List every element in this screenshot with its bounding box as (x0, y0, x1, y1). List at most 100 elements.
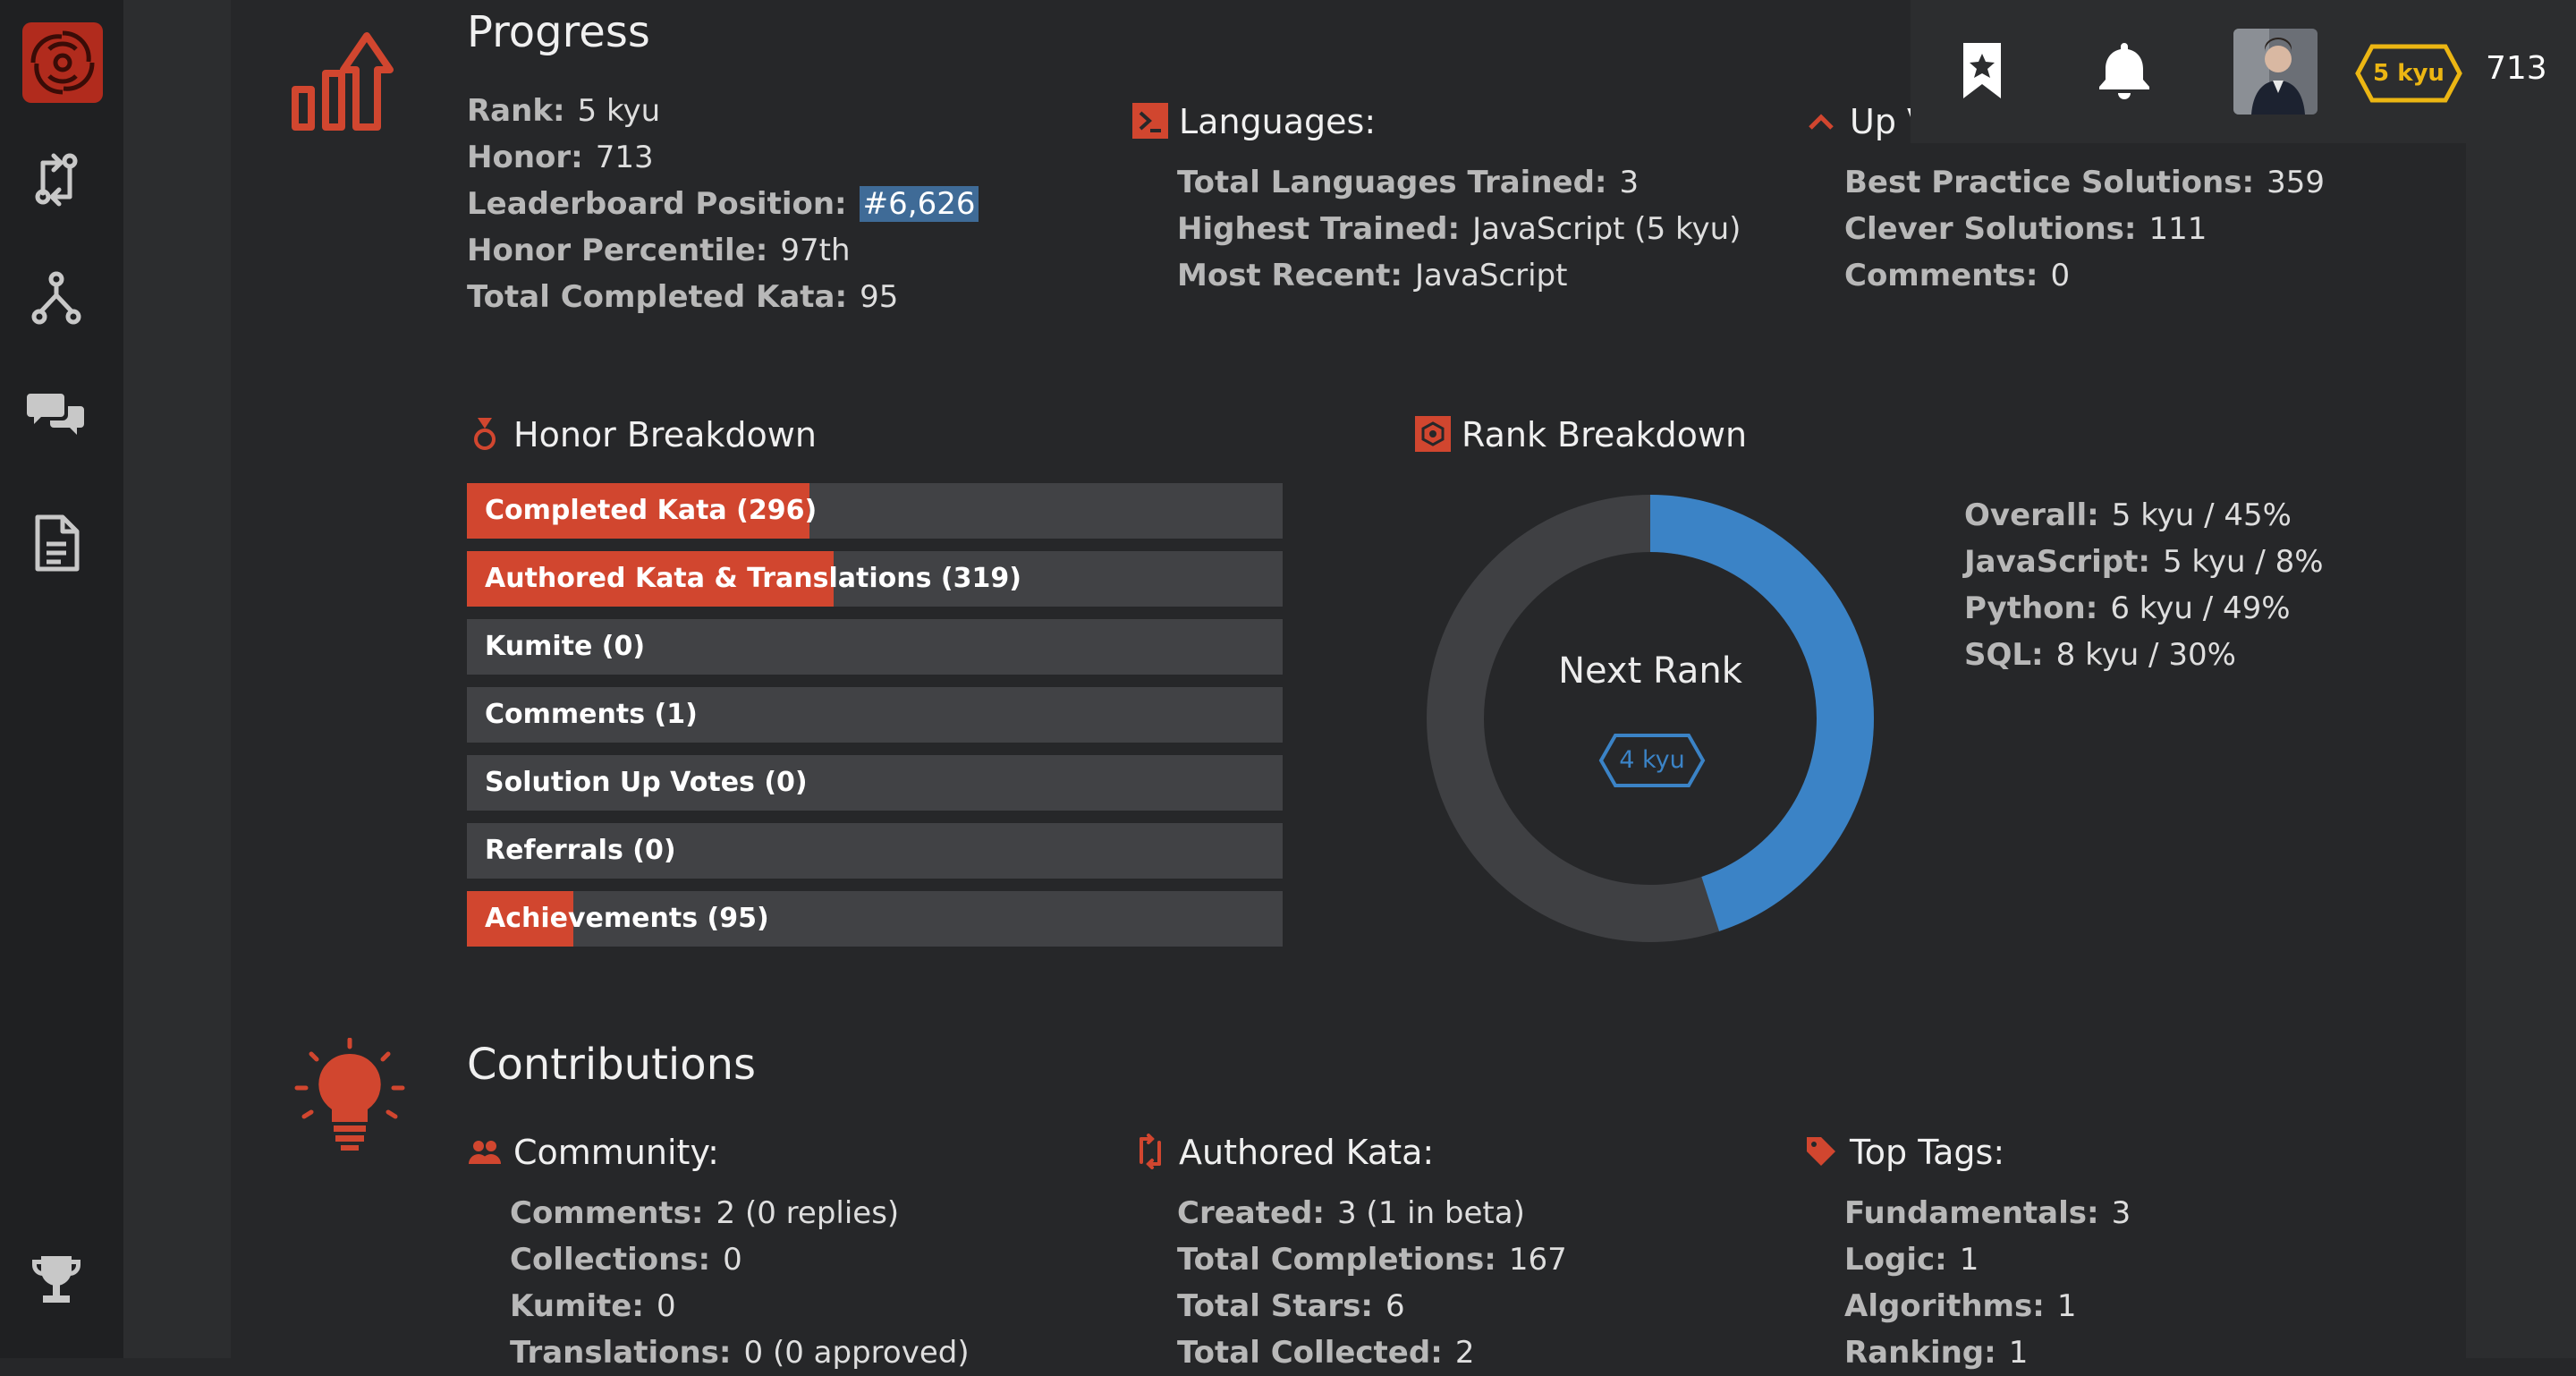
stat-row: Kumite: 0 (510, 1283, 970, 1329)
terminal-icon (1132, 103, 1168, 139)
tags-title: Top Tags: (1850, 1133, 2005, 1172)
stat-completed: Total Completed Kata: 95 (467, 274, 979, 320)
honor-bar-fill (467, 551, 835, 607)
stat-value: 2 (1454, 1335, 1475, 1371)
fork-icon[interactable] (27, 268, 86, 327)
stat-row: Algorithms: 1 (1844, 1283, 2131, 1329)
rank-badge[interactable]: 5 kyu (2354, 43, 2463, 104)
community-title: Community: (513, 1133, 719, 1172)
honor-bar-label: Comments (1) (485, 699, 698, 730)
stat-value: 1 (2056, 1288, 2077, 1324)
honor-bar-label: Completed Kata (296) (485, 495, 818, 526)
stat-row: Most Recent: JavaScript (1177, 252, 1741, 299)
contributions-title: Contributions (467, 1040, 757, 1090)
honor-breakdown-heading: Honor Breakdown (467, 415, 817, 454)
honor-breakdown-title: Honor Breakdown (513, 415, 817, 454)
honor-bar: Achievements (95) (467, 891, 1283, 947)
stat-value: 713 (595, 140, 654, 175)
honor-count: 713 (2486, 50, 2547, 87)
stat-label: Rank: (467, 93, 565, 129)
honor-bar: Authored Kata & Translations (319) (467, 551, 1283, 607)
left-sidebar (0, 0, 123, 1358)
honor-breakdown-bars: Completed Kata (296) Authored Kata & Tran… (467, 483, 1283, 959)
honor-bar-fill (467, 483, 810, 539)
next-rank-label: Next Rank (1558, 650, 1742, 692)
stat-value: JavaScript (1415, 258, 1568, 293)
honor-bar-label: Achievements (95) (485, 903, 769, 934)
honor-bar-fill (467, 891, 573, 947)
stat-label: Logic: (1844, 1242, 1947, 1278)
stat-label: Honor: (467, 140, 583, 175)
medal-icon (467, 416, 503, 452)
honor-bar: Solution Up Votes (0) (467, 755, 1283, 811)
stat-row: Comments: 0 (1844, 252, 2325, 299)
tags-stats: Fundamentals: 3 Logic: 1 Algorithms: 1 Rank… (1844, 1190, 2131, 1376)
stat-value: 0 (656, 1288, 676, 1324)
stat-label: Total Completed Kata: (467, 279, 848, 315)
rank-progress-donut (1424, 492, 1877, 945)
stat-label: Python: (1964, 590, 2098, 626)
stat-label: Total Stars: (1177, 1288, 1374, 1324)
community-stats: Comments: 2 (0 replies) Collections: 0 Kum… (510, 1190, 970, 1376)
stat-label: Collections: (510, 1242, 711, 1278)
leaderboard-position-selected[interactable]: #6,626 (859, 186, 979, 222)
stat-row: Comments: 2 (0 replies) (510, 1190, 970, 1236)
stat-value: 6 kyu / 49% (2110, 590, 2291, 626)
stat-label: Best Practice Solutions: (1844, 165, 2255, 200)
stat-value: 3 (1619, 165, 1640, 200)
stat-label: Overall: (1964, 497, 2099, 533)
stat-row: Translations: 0 (0 approved) (510, 1329, 970, 1376)
authored-heading: Authored Kata: (1132, 1133, 1434, 1172)
honor-bar-label: Referrals (0) (485, 835, 676, 866)
trophy-icon[interactable] (27, 1251, 86, 1310)
stat-value: 1 (2008, 1335, 2029, 1371)
stat-rank: Rank: 5 kyu (467, 88, 979, 134)
stat-label: Algorithms: (1844, 1288, 2045, 1324)
honor-bar: Kumite (0) (467, 619, 1283, 675)
codewars-logo[interactable] (22, 22, 103, 103)
honor-bar-label: Authored Kata & Translations (319) (485, 563, 1021, 594)
honor-bar-label: Kumite (0) (485, 631, 646, 662)
rank-badge-label: 5 kyu (2373, 60, 2445, 87)
stat-row: Best Practice Solutions: 359 (1844, 159, 2325, 206)
stat-row: JavaScript: 5 kyu / 8% (1964, 539, 2324, 585)
stat-leaderboard: Leaderboard Position: #6,626 (467, 181, 979, 227)
stat-row: Total Stars: 6 (1177, 1283, 1567, 1329)
honor-bar: Comments (1) (467, 687, 1283, 743)
bookmark-icon[interactable] (1951, 39, 2013, 102)
lightbulb-icon (293, 1037, 406, 1154)
stat-value: 2 (0 replies) (716, 1195, 900, 1231)
chevron-up-icon (1803, 103, 1839, 139)
stat-row: Logic: 1 (1844, 1236, 2131, 1283)
honor-bar: Completed Kata (296) (467, 483, 1283, 539)
stat-label: SQL: (1964, 637, 2044, 673)
stat-label: Clever Solutions: (1844, 211, 2137, 247)
stat-value: 3 (2111, 1195, 2131, 1231)
discuss-icon[interactable] (27, 386, 86, 446)
upvotes-stats: Best Practice Solutions: 359 Clever Solut… (1844, 159, 2325, 299)
stat-value: 111 (2148, 211, 2207, 247)
stat-value: 1 (1959, 1242, 1979, 1278)
docs-icon[interactable] (27, 514, 86, 573)
upvotes-heading: Up V (1803, 102, 1911, 141)
donut-progress-arc (1427, 495, 1874, 942)
stat-label: Total Completions: (1177, 1242, 1496, 1278)
stat-label: Highest Trained: (1177, 211, 1461, 247)
honor-bar-label: Solution Up Votes (0) (485, 767, 808, 798)
stat-row: Fundamentals: 3 (1844, 1190, 2131, 1236)
stat-label: Translations: (510, 1335, 732, 1371)
bell-icon[interactable] (2093, 39, 2156, 102)
stat-value: 5 kyu / 8% (2162, 544, 2324, 580)
stat-value: JavaScript (5 kyu) (1472, 211, 1741, 247)
tag-icon (1803, 1134, 1839, 1169)
left-gutter (123, 0, 231, 1358)
stat-label: Comments: (510, 1195, 704, 1231)
stat-value: 5 kyu (577, 93, 661, 129)
stat-label: Comments: (1844, 258, 2038, 293)
community-heading: Community: (467, 1133, 719, 1172)
languages-title: Languages: (1179, 102, 1377, 141)
stat-honor: Honor: 713 (467, 134, 979, 181)
honor-bar: Referrals (0) (467, 823, 1283, 879)
avatar[interactable] (2233, 29, 2318, 115)
kata-icon[interactable] (27, 150, 86, 209)
